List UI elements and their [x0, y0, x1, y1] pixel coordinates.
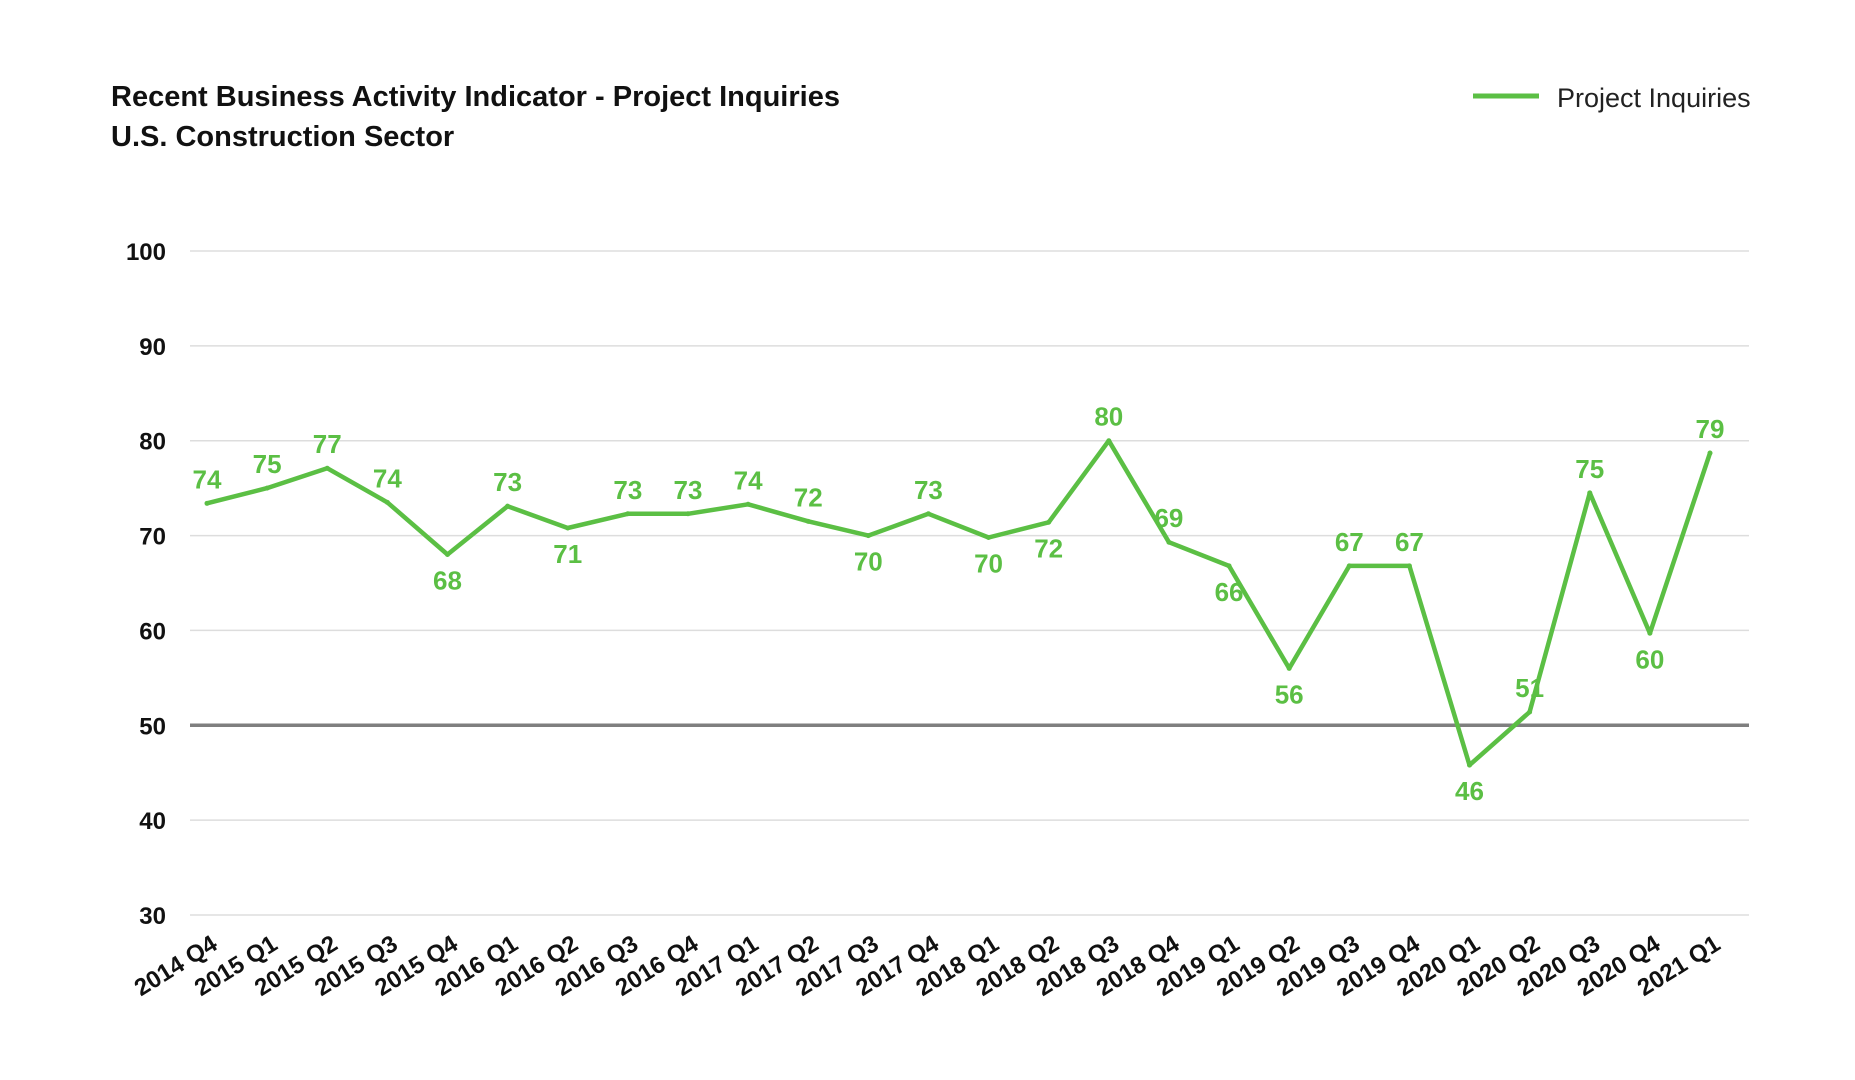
y-tick-label: 80	[139, 429, 166, 456]
data-label: 56	[1275, 679, 1304, 709]
data-point	[1346, 563, 1352, 569]
data-label: 74	[193, 464, 222, 494]
chart-title: Recent Business Activity Indicator - Pro…	[111, 81, 840, 113]
data-point	[1527, 709, 1533, 715]
data-label: 68	[433, 566, 462, 596]
data-label: 73	[914, 475, 943, 505]
data-point	[1046, 519, 1052, 525]
data-label: 66	[1215, 577, 1244, 607]
data-label: 72	[1034, 533, 1063, 563]
data-point	[204, 500, 210, 506]
data-point	[324, 465, 330, 471]
data-point	[264, 485, 270, 491]
data-point	[444, 552, 450, 558]
data-label: 75	[1575, 454, 1604, 484]
data-label: 73	[673, 475, 702, 505]
data-point	[865, 533, 871, 539]
y-tick-label: 60	[139, 618, 166, 645]
data-labels: 74 75 77 74 68 73 71 73 73 74 72 70 73 70 72 80 69 66 56 67…	[193, 402, 1725, 806]
series-group	[204, 438, 1713, 768]
data-point	[1286, 665, 1292, 671]
data-point	[1467, 762, 1473, 768]
data-label: 73	[493, 467, 522, 497]
y-tick-label: 40	[139, 808, 166, 835]
legend: Project Inquiries	[1473, 83, 1751, 113]
y-tick-label: 50	[139, 713, 166, 740]
data-label: 67	[1395, 527, 1424, 557]
data-label: 46	[1455, 776, 1484, 806]
y-tick-label: 30	[139, 903, 166, 930]
data-point	[925, 511, 931, 517]
data-label: 74	[734, 465, 763, 495]
data-label: 74	[373, 463, 402, 493]
data-point	[1587, 490, 1593, 496]
gridlines	[190, 250, 1749, 916]
data-label: 73	[613, 475, 642, 505]
data-label: 70	[854, 547, 883, 577]
data-point	[565, 525, 571, 531]
data-point	[1166, 539, 1172, 545]
data-label: 72	[794, 482, 823, 512]
data-label: 80	[1094, 402, 1123, 432]
chart-subtitle: U.S. Construction Sector	[111, 121, 454, 153]
data-point	[384, 499, 390, 505]
data-point	[1406, 563, 1412, 569]
data-point	[1707, 450, 1713, 456]
data-label: 77	[313, 429, 342, 459]
data-point	[505, 503, 511, 509]
y-tick-label: 90	[139, 334, 166, 361]
y-axis-ticks: 30 40 50 60 70 80 90 100	[126, 239, 166, 930]
y-tick-label: 100	[126, 239, 166, 266]
legend-label-project-inquiries: Project Inquiries	[1557, 83, 1751, 113]
data-label: 71	[553, 539, 582, 569]
data-point	[1226, 563, 1232, 569]
data-label: 70	[974, 548, 1003, 578]
data-label: 60	[1635, 644, 1664, 674]
data-label: 69	[1154, 503, 1183, 533]
data-point	[685, 511, 691, 517]
data-point	[986, 534, 992, 540]
data-point	[1106, 438, 1112, 444]
data-label: 67	[1335, 527, 1364, 557]
data-label: 51	[1515, 673, 1544, 703]
series-line-project-inquiries	[204, 438, 1713, 768]
data-label: 75	[253, 449, 282, 479]
data-label: 79	[1696, 414, 1725, 444]
data-point	[625, 511, 631, 517]
data-point	[1647, 630, 1653, 636]
data-point	[745, 501, 751, 507]
y-tick-label: 70	[139, 524, 166, 551]
data-point	[805, 518, 811, 524]
